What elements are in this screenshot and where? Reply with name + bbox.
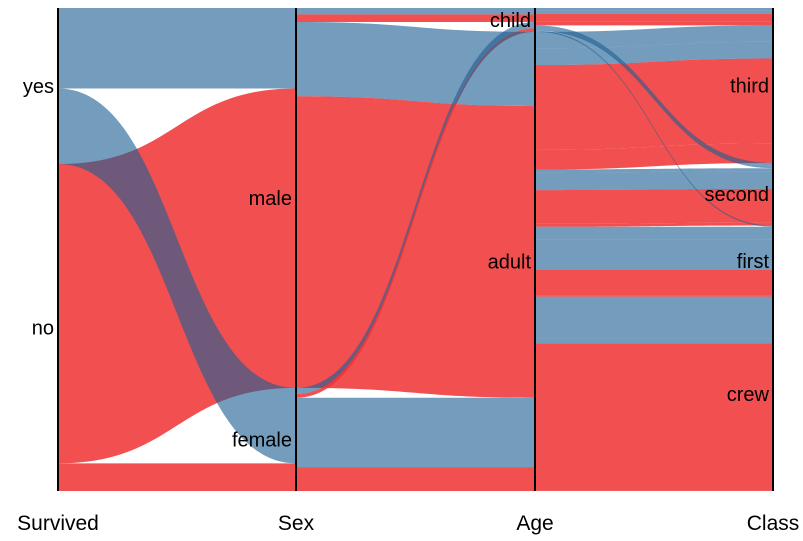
dimension-label-age: Age (516, 512, 553, 535)
ribbon-yes-female (58, 88, 296, 464)
ribbon-no-female-child (296, 28, 535, 398)
ribbon-no-male-adult-third (535, 58, 773, 150)
category-label-male: male (249, 188, 292, 210)
ribbon-yes-male-adult-second (535, 168, 773, 173)
ribbons-survived-yes (58, 8, 773, 468)
ribbon-no-male-adult-crew (535, 343, 773, 491)
category-label-female: female (232, 429, 292, 451)
ribbon-no-male-adult (296, 96, 535, 398)
ribbon-no-male-child (296, 14, 535, 23)
ribbon-yes-female-child-third (535, 10, 773, 14)
ribbon-no-female (58, 463, 296, 491)
category-label-crew: crew (727, 384, 770, 406)
category-label-yes: yes (23, 76, 54, 98)
ribbon-no-female-adult-crew (535, 490, 773, 491)
dimension-label-survived: Survived (17, 512, 99, 535)
ribbon-yes-female-child (296, 22, 535, 395)
ribbon-yes-female-adult-first (535, 239, 773, 271)
ribbons (58, 8, 773, 491)
ribbon-no-female-adult-second (535, 222, 773, 227)
ribbon-yes-female-adult (296, 397, 535, 468)
ribbons-survived-no (58, 13, 773, 491)
ribbon-no-male-child-third (535, 13, 773, 22)
ribbon-yes-male-child-third (535, 8, 773, 11)
ribbon-yes-female-adult-second (535, 171, 773, 191)
axes (57, 8, 774, 491)
category-label-first: first (737, 251, 770, 273)
ribbon-yes-male-child-first (535, 30, 773, 227)
category-label-second: second (705, 184, 770, 206)
ribbon-yes-male-child-second (535, 25, 773, 166)
ribbon-yes-female-adult-third (535, 41, 773, 66)
category-label-no: no (32, 318, 54, 340)
category-label-third: third (730, 75, 769, 97)
ribbon-no-female-adult (296, 467, 535, 491)
ribbon-yes-male-adult-crew (535, 296, 773, 339)
category-label-adult: adult (488, 251, 532, 273)
ribbon-yes-male-adult (296, 22, 535, 107)
category-label-child: child (490, 10, 531, 32)
ribbon-yes-male-adult-third (535, 25, 773, 49)
ribbon-yes-female-adult-crew (535, 338, 773, 344)
ribbon-no-female-child-third (535, 21, 773, 26)
ribbon-yes-male (58, 8, 296, 89)
ribbon-yes-female-child-first (535, 31, 773, 227)
ribbon-yes-female-child-second (535, 27, 773, 169)
ribbon-yes-male-child (296, 8, 535, 15)
ribbon-no-female-adult-first (535, 295, 773, 297)
dimension-label-class: Class (747, 512, 800, 535)
dimension-label-sex: Sex (278, 512, 315, 535)
ribbon-yes-male-adult-first (535, 226, 773, 240)
labels: Survived yes no Sex male female Age child adult C… (17, 10, 799, 535)
ribbon-no-male-adult-second (535, 188, 773, 224)
ribbon-no-male-adult-first (535, 270, 773, 296)
